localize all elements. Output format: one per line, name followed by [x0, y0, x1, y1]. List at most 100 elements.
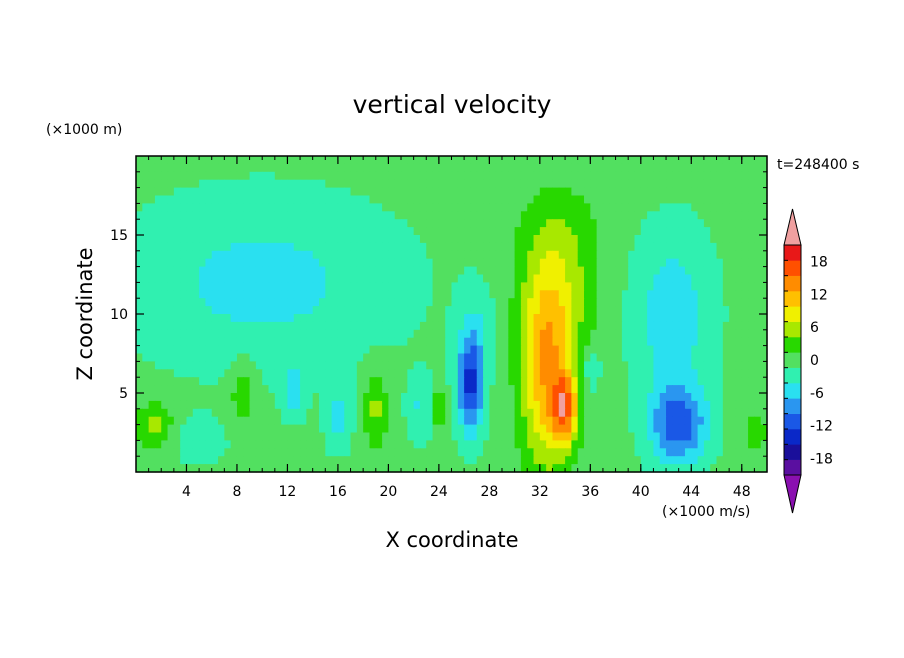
- field-cell: [394, 314, 402, 323]
- field-cell: [722, 211, 730, 220]
- field-cell: [546, 156, 554, 165]
- field-cell: [647, 227, 655, 236]
- field-cell: [382, 416, 389, 426]
- field-cell: [136, 408, 143, 418]
- field-cell: [476, 456, 484, 465]
- field-cell: [173, 156, 181, 165]
- field-cell: [180, 464, 188, 473]
- field-cell: [558, 400, 566, 410]
- field-cell: [161, 227, 169, 236]
- field-cell: [483, 187, 490, 197]
- field-cell: [489, 424, 497, 434]
- field-cell: [388, 227, 396, 236]
- field-cell: [577, 242, 585, 252]
- field-cell: [476, 266, 484, 276]
- field-cell: [249, 400, 257, 410]
- field-cell: [243, 227, 251, 236]
- field-cell: [287, 219, 295, 228]
- field-cell: [703, 329, 711, 339]
- field-cell: [590, 211, 598, 220]
- field-cell: [401, 408, 408, 418]
- field-cell: [293, 353, 301, 362]
- field-cell: [697, 211, 705, 220]
- field-cell: [754, 353, 762, 362]
- field-cell: [148, 187, 156, 197]
- field-cell: [565, 290, 572, 299]
- field-cell: [281, 337, 289, 347]
- field-cell: [640, 329, 648, 339]
- field-cell: [287, 424, 295, 434]
- field-cell: [186, 314, 194, 323]
- field-cell: [577, 424, 585, 434]
- field-cell: [356, 290, 364, 299]
- field-cell: [621, 258, 629, 268]
- field-cell: [325, 345, 333, 355]
- field-cell: [457, 369, 465, 378]
- field-cell: [312, 211, 320, 220]
- field-cell: [722, 385, 730, 394]
- field-cell: [369, 408, 377, 418]
- field-cell: [173, 345, 181, 355]
- field-cell: [558, 179, 566, 189]
- colorbar-tick-label: 18: [810, 254, 828, 270]
- field-cell: [508, 456, 516, 465]
- field-cell: [735, 219, 743, 228]
- field-cell: [205, 163, 213, 173]
- field-cell: [476, 377, 484, 386]
- field-cell: [514, 393, 522, 402]
- field-cell: [249, 448, 257, 457]
- field-cell: [464, 298, 472, 307]
- field-cell: [274, 298, 282, 307]
- field-cell: [382, 345, 389, 355]
- field-cell: [312, 321, 320, 331]
- field-cell: [722, 306, 730, 315]
- field-cell: [508, 464, 516, 473]
- field-cell: [514, 353, 522, 362]
- field-cell: [388, 187, 396, 197]
- field-cell: [741, 432, 749, 441]
- field-cell: [350, 235, 358, 244]
- field-cell: [703, 432, 711, 441]
- field-cell: [684, 377, 692, 386]
- field-cell: [382, 361, 389, 370]
- field-cell: [356, 337, 364, 347]
- field-cell: [337, 369, 345, 378]
- field-cell: [300, 337, 307, 347]
- field-cell: [394, 203, 402, 212]
- field-cell: [476, 258, 484, 268]
- field-cell: [716, 456, 724, 465]
- field-cell: [136, 187, 143, 197]
- field-cell: [533, 258, 541, 268]
- field-cell: [501, 385, 509, 394]
- field-cell: [457, 242, 465, 252]
- field-cell: [268, 290, 276, 299]
- field-cell: [426, 163, 434, 173]
- field-cell: [451, 393, 459, 402]
- field-cell: [666, 242, 673, 252]
- field-cell: [236, 219, 244, 228]
- field-cell: [218, 266, 225, 276]
- field-cell: [621, 203, 629, 212]
- field-cell: [337, 456, 345, 465]
- field-cell: [501, 464, 509, 473]
- field-cell: [180, 353, 188, 362]
- field-cell: [236, 345, 244, 355]
- field-cell: [243, 242, 251, 252]
- field-cell: [748, 250, 755, 260]
- field-cell: [173, 448, 181, 457]
- field-cell: [571, 385, 579, 394]
- field-cell: [666, 227, 673, 236]
- field-cell: [255, 274, 263, 283]
- field-cell: [432, 432, 440, 441]
- field-cell: [262, 440, 270, 449]
- field-cell: [640, 290, 648, 299]
- field-cell: [584, 290, 591, 299]
- field-cell: [281, 432, 289, 441]
- field-cell: [722, 298, 730, 307]
- field-cell: [218, 377, 225, 386]
- field-cell: [281, 345, 289, 355]
- field-cell: [628, 464, 636, 473]
- field-cell: [180, 416, 188, 426]
- field-cell: [552, 163, 560, 173]
- field-cell: [255, 250, 263, 260]
